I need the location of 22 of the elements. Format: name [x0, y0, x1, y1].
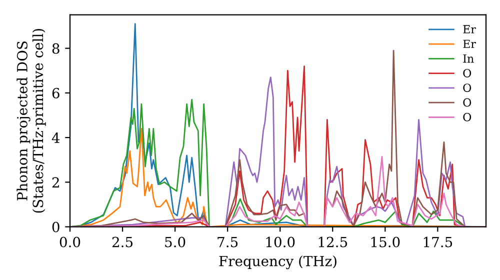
x-tick-label: 10.0 — [266, 236, 295, 248]
x-tick-label: 7.5 — [218, 236, 238, 248]
x-tick-label: 12.5 — [318, 236, 348, 248]
x-tick-label: 5.0 — [165, 236, 186, 248]
x-tick-label: 15.0 — [371, 236, 400, 248]
y-tick-label: 8 — [52, 43, 60, 54]
y-tick-label: 2 — [52, 177, 59, 188]
x-tick-label: 0.0 — [60, 236, 80, 248]
y-tick-label: 0 — [52, 222, 60, 232]
legend-label: O — [463, 84, 472, 92]
legend-label: O — [463, 112, 472, 122]
legend-label: Er — [463, 25, 476, 34]
legend-label: Er — [463, 40, 476, 48]
y-axis-title: Phonon projected DOS (States/THz·primitive cell) — [16, 28, 46, 213]
legend-label: O — [463, 68, 472, 78]
legend-label: O — [463, 98, 472, 107]
y-tick-label: 4 — [52, 132, 60, 143]
x-axis-title: Frequency (THz) — [219, 256, 336, 270]
x-tick-label: 17.5 — [424, 236, 452, 248]
x-tick-label: 2.5 — [112, 236, 132, 248]
legend-label: In — [463, 54, 474, 63]
y-tick-label: 6 — [52, 88, 60, 98]
